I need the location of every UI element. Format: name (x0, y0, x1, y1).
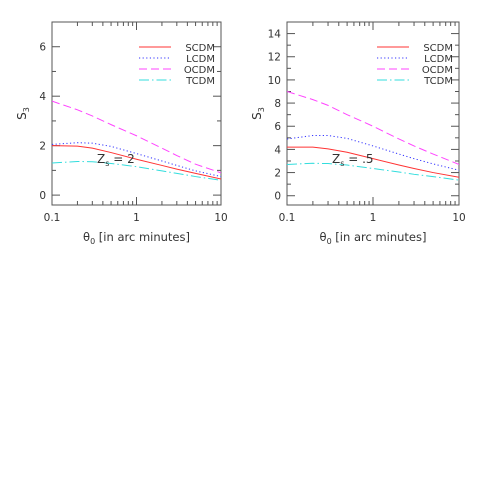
y-tick-label: 4 (274, 144, 281, 156)
redshift-annotation: Zs = 2 (97, 152, 135, 168)
y-tick-label: 2 (39, 141, 46, 153)
legend-label: OCDM (422, 65, 453, 76)
y-axis-label: S3 (250, 107, 266, 120)
x-tick-label: 10 (452, 212, 465, 224)
y-tick-label: 12 (268, 52, 281, 64)
redshift-annotation: Zs = .5 (332, 152, 374, 168)
x-axis-label: θ0 [in arc minutes] (320, 230, 427, 246)
legend-label: OCDM (184, 65, 215, 76)
legend-label: TCDM (185, 76, 215, 87)
series-line-ocdm (52, 100, 221, 174)
y-tick-label: 6 (274, 121, 281, 133)
y-axis-label: S3 (15, 107, 31, 120)
y-tick-label: 0 (39, 190, 46, 202)
x-tick-label: 0.1 (44, 212, 61, 224)
y-tick-label: 2 (274, 168, 281, 180)
legend-label: SCDM (423, 43, 453, 54)
y-tick-label: 0 (274, 191, 281, 203)
x-tick-label: 0.1 (279, 212, 296, 224)
x-tick-label: 10 (214, 212, 227, 224)
y-tick-label: 6 (39, 42, 46, 54)
series-line-lcdm (287, 135, 459, 171)
series-line-lcdm (52, 142, 221, 178)
legend-label: LCDM (424, 54, 453, 65)
legend-label: TCDM (423, 76, 453, 87)
y-tick-label: 4 (39, 91, 46, 103)
legend-label: SCDM (185, 43, 215, 54)
series-line-scdm (287, 146, 459, 178)
x-tick-label: 1 (133, 212, 140, 224)
legend-label: LCDM (186, 54, 215, 65)
x-tick-label: 1 (370, 212, 377, 224)
y-tick-label: 14 (268, 29, 282, 41)
y-tick-label: 10 (268, 75, 281, 87)
x-axis-label: θ0 [in arc minutes] (83, 230, 190, 246)
y-tick-label: 8 (274, 98, 281, 110)
series-line-scdm (52, 145, 221, 180)
series-line-tcdm (287, 162, 459, 181)
